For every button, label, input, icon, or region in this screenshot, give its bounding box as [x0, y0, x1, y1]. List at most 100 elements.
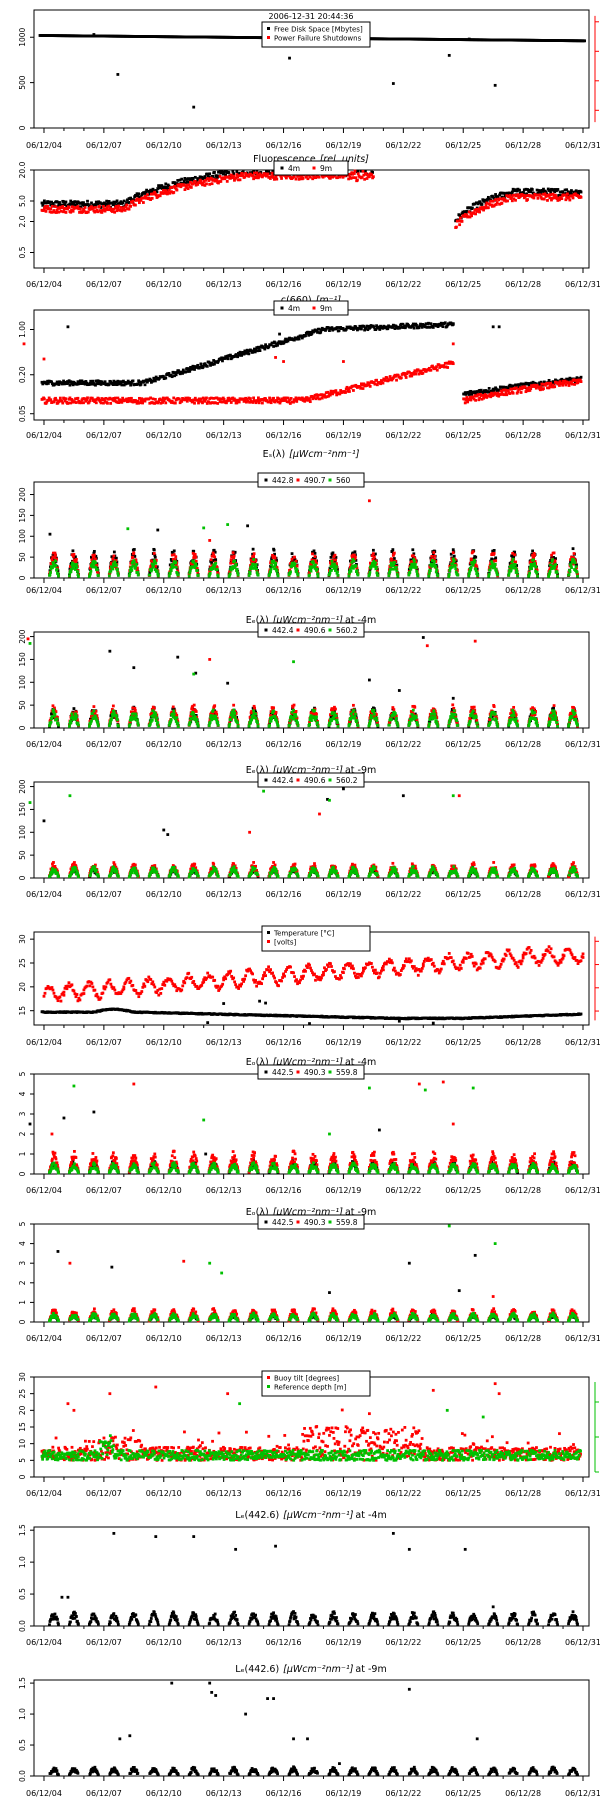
- data-point: [151, 187, 155, 191]
- data-point: [120, 400, 124, 404]
- data-point: [542, 192, 545, 196]
- data-point: [475, 201, 478, 205]
- data-point: [169, 190, 173, 194]
- data-point: [149, 559, 153, 563]
- data-point: [115, 383, 119, 387]
- data-point: [553, 196, 557, 200]
- x-tick-label: 06/12/25: [445, 280, 481, 289]
- data-point: [192, 549, 196, 553]
- data-point: [70, 202, 73, 206]
- data-point: [486, 390, 490, 394]
- data-point: [159, 401, 163, 405]
- data-point: [438, 366, 442, 369]
- data-point: [207, 175, 211, 179]
- data-point: [221, 172, 225, 176]
- x-tick-label: 06/12/22: [385, 280, 421, 289]
- data-point: [102, 401, 105, 405]
- data-point: [82, 207, 85, 211]
- data-point: [347, 574, 351, 578]
- data-point: [208, 539, 212, 542]
- data-point: [138, 201, 141, 205]
- data-point: [391, 82, 395, 85]
- data-point: [321, 394, 325, 398]
- data-point: [373, 382, 377, 386]
- data-point: [242, 352, 246, 356]
- data-point: [226, 523, 230, 526]
- data-point: [328, 176, 332, 180]
- data-point: [443, 365, 446, 369]
- data-point: [197, 401, 200, 405]
- data-point: [272, 177, 276, 181]
- data-point: [407, 324, 410, 327]
- data-point: [372, 555, 376, 559]
- data-point: [532, 196, 536, 200]
- data-point: [555, 565, 558, 568]
- data-point: [225, 179, 229, 183]
- data-point: [177, 370, 181, 374]
- data-point: [90, 558, 94, 562]
- data-point: [356, 172, 360, 176]
- data-point: [560, 382, 564, 385]
- x-tick-label: 06/12/22: [385, 586, 421, 595]
- data-point: [208, 361, 212, 365]
- data-point: [185, 183, 189, 187]
- data-point: [235, 401, 239, 405]
- data-point: [209, 396, 213, 400]
- data-point: [442, 364, 446, 367]
- data-point: [435, 568, 439, 572]
- data-point: [334, 558, 337, 562]
- data-point: [272, 396, 275, 400]
- data-point: [275, 399, 279, 402]
- data-point: [542, 187, 545, 191]
- data-point: [284, 396, 288, 400]
- data-point: [365, 384, 369, 387]
- data-point: [90, 381, 94, 385]
- data-point: [477, 208, 481, 212]
- data-point: [463, 215, 466, 218]
- data-point: [545, 382, 549, 385]
- data-point: [565, 195, 569, 199]
- data-point: [118, 382, 121, 386]
- data-point: [108, 201, 112, 205]
- data-point: [572, 190, 576, 194]
- data-point: [86, 210, 90, 214]
- data-point: [561, 190, 565, 194]
- data-point: [490, 557, 494, 561]
- data-point: [366, 381, 370, 385]
- data-point: [180, 177, 184, 181]
- data-point: [54, 554, 57, 557]
- data-point: [113, 399, 117, 403]
- data-point: [523, 385, 527, 389]
- data-point: [76, 396, 80, 400]
- panel-title: Eₛ(λ) [μWcm⁻²nm⁻¹]: [263, 449, 360, 460]
- data-point: [364, 172, 368, 175]
- data-point: [76, 570, 79, 573]
- data-point: [428, 567, 432, 570]
- data-point: [494, 392, 498, 396]
- data-point: [316, 330, 319, 334]
- data-point: [362, 173, 366, 177]
- data-point: [495, 201, 499, 204]
- data-point: [220, 397, 224, 401]
- data-point: [381, 381, 385, 385]
- data-point: [478, 396, 481, 400]
- data-point: [341, 175, 345, 179]
- legend: 4m 9m: [273, 160, 349, 176]
- data-point: [153, 553, 157, 557]
- data-point: [187, 180, 191, 184]
- data-point: [304, 334, 307, 338]
- data-point: [219, 171, 223, 175]
- legend-marker: [312, 166, 316, 170]
- data-point: [492, 389, 496, 393]
- data-point: [70, 380, 74, 384]
- data-point: [280, 397, 284, 401]
- data-point: [535, 570, 539, 574]
- data-point: [132, 559, 136, 563]
- data-point: [532, 556, 535, 560]
- data-point: [335, 562, 338, 565]
- data-point: [218, 175, 222, 178]
- data-point: [94, 206, 97, 209]
- data-point: [354, 558, 358, 562]
- data-point: [87, 400, 91, 404]
- data-point: [66, 380, 69, 383]
